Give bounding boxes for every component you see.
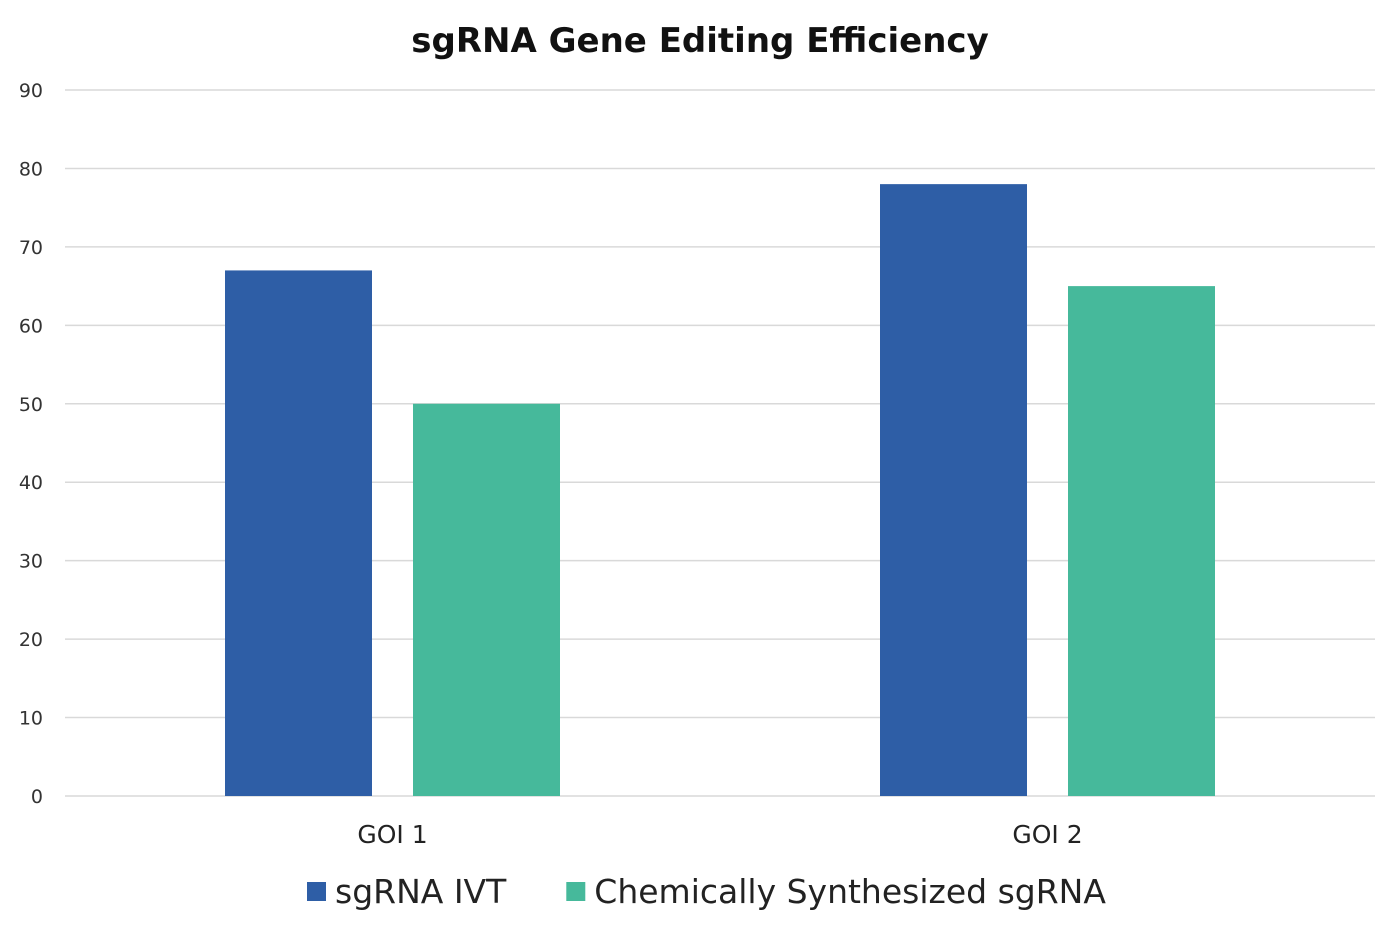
y-tick-label: 10 — [19, 708, 43, 730]
x-tick-label: GOI 1 — [357, 820, 427, 849]
y-tick-label: 30 — [19, 551, 43, 573]
y-tick-label: 90 — [19, 80, 43, 102]
x-axis-labels: GOI 1 GOI 2 — [357, 820, 1082, 849]
legend-label: sgRNA IVT — [335, 872, 507, 911]
legend-swatch — [307, 882, 326, 901]
bar-1-1 — [225, 270, 372, 796]
bar-2-2 — [1068, 286, 1215, 796]
legend-label: Chemically Synthesized sgRNA — [594, 872, 1106, 911]
y-axis-ticks: 0 10 20 30 40 50 60 70 80 90 — [19, 80, 43, 808]
y-tick-label: 70 — [19, 237, 43, 259]
chart-title: sgRNA Gene Editing Efficiency — [411, 21, 988, 61]
y-tick-label: 0 — [31, 786, 43, 808]
legend: sgRNA IVT Chemically Synthesized sgRNA — [307, 872, 1106, 911]
bars — [225, 184, 1215, 797]
legend-swatch — [566, 882, 586, 901]
bar-2-1 — [413, 403, 560, 796]
x-tick-label: GOI 2 — [1012, 820, 1082, 849]
y-tick-label: 20 — [19, 629, 43, 651]
y-tick-label: 80 — [19, 158, 43, 180]
y-tick-label: 60 — [19, 315, 43, 337]
y-tick-label: 40 — [19, 472, 43, 494]
y-tick-label: 50 — [19, 394, 43, 416]
bar-1-2 — [880, 184, 1027, 797]
